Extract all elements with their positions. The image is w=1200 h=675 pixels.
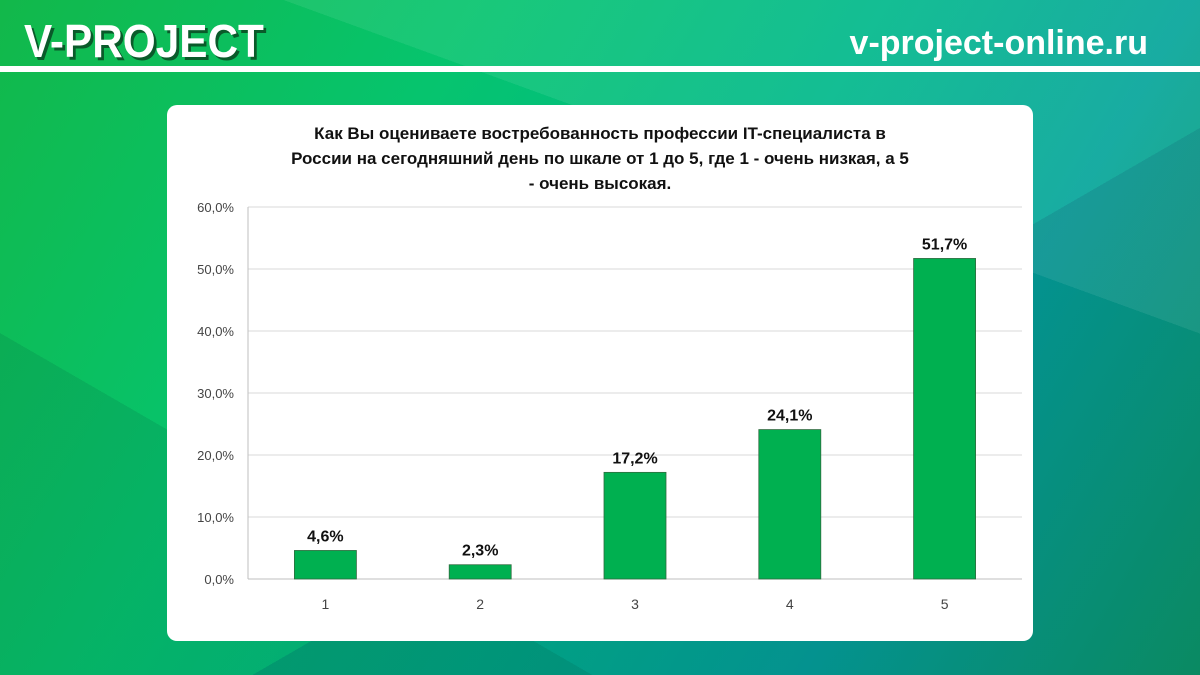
bar — [603, 471, 667, 580]
y-tick-label: 20,0% — [197, 448, 234, 463]
title-line: - очень высокая. — [528, 174, 672, 193]
bar — [448, 564, 512, 580]
header-divider — [0, 66, 1200, 72]
y-tick-label: 40,0% — [197, 324, 234, 339]
x-tick-label: 1 — [322, 596, 330, 612]
bar — [758, 429, 822, 580]
x-tick-label: 4 — [786, 596, 794, 612]
x-tick-label: 5 — [941, 596, 949, 612]
logo: V-PROJECT — [24, 15, 264, 67]
x-tick-label: 2 — [476, 596, 484, 612]
data-label: 4,6% — [307, 528, 343, 545]
y-tick-label: 0,0% — [204, 572, 234, 587]
data-label: 2,3% — [462, 543, 498, 560]
data-label: 24,1% — [767, 408, 812, 425]
data-label: 17,2% — [612, 450, 657, 467]
y-tick-label: 60,0% — [197, 200, 234, 215]
bar — [293, 550, 357, 580]
y-tick-label: 10,0% — [197, 510, 234, 525]
site-url[interactable]: v-project-online.ru — [849, 24, 1148, 62]
y-tick-label: 30,0% — [197, 386, 234, 401]
title-line: России на сегодняшний день по шкале от 1… — [291, 149, 909, 168]
title-line: Как Вы оцениваете востребованность профе… — [314, 124, 886, 143]
data-label: 51,7% — [922, 236, 967, 253]
x-tick-label: 3 — [631, 596, 639, 612]
bar — [913, 258, 976, 580]
y-tick-label: 50,0% — [197, 262, 234, 277]
chart-title: Как Вы оцениваете востребованность профе… — [167, 121, 1033, 196]
